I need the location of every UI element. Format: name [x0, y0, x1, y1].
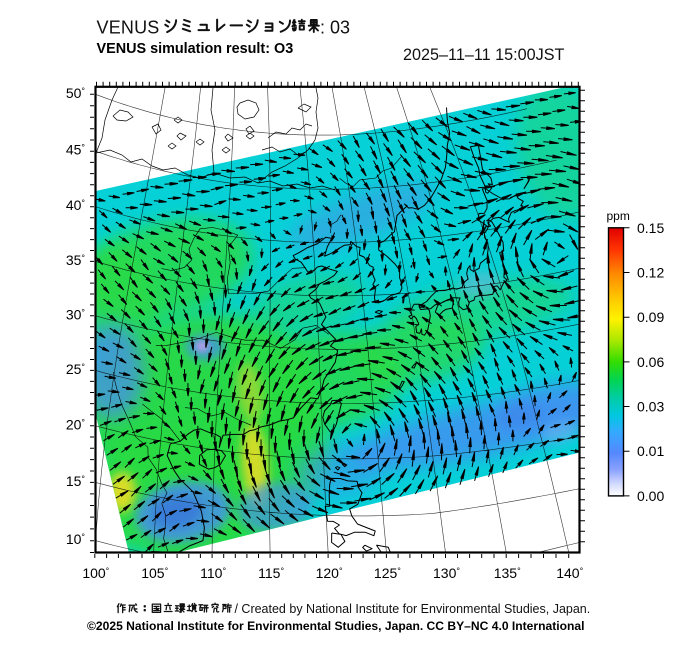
- svg-text:45°: 45°: [66, 142, 86, 158]
- svg-text:120°: 120°: [316, 565, 343, 581]
- svg-text:135°: 135°: [494, 565, 521, 581]
- svg-text:0.12: 0.12: [637, 265, 664, 281]
- svg-text:VENUS simulation result: O3: VENUS simulation result: O3: [97, 41, 294, 57]
- svg-text:0.15: 0.15: [637, 220, 664, 236]
- svg-text:110°: 110°: [200, 565, 226, 581]
- svg-text:35°: 35°: [66, 252, 86, 268]
- svg-text:0.00: 0.00: [637, 488, 664, 504]
- svg-text:VENUS: VENUS: [97, 18, 160, 38]
- svg-text:ppm: ppm: [607, 209, 630, 223]
- svg-text:15°: 15°: [66, 473, 86, 489]
- svg-text:40°: 40°: [66, 197, 86, 213]
- svg-text:30°: 30°: [66, 306, 86, 322]
- svg-text:0.09: 0.09: [637, 309, 664, 325]
- svg-text:100°: 100°: [82, 565, 109, 581]
- svg-text:130°: 130°: [433, 565, 460, 581]
- svg-text:125°: 125°: [374, 565, 401, 581]
- svg-text:25°: 25°: [66, 361, 86, 377]
- svg-text:140°: 140°: [556, 565, 583, 581]
- svg-text:0.06: 0.06: [637, 354, 664, 370]
- svg-text:: 03: : 03: [320, 18, 350, 38]
- svg-text:105°: 105°: [141, 565, 168, 581]
- svg-text:10°: 10°: [66, 531, 86, 547]
- svg-text:©2025 National Institute for E: ©2025 National Institute for Environment…: [87, 619, 584, 633]
- svg-text:115°: 115°: [258, 565, 284, 581]
- svg-text:/ Created by National Institut: / Created by National Institute for Envi…: [231, 602, 590, 616]
- svg-text:2025–11–11 15:00JST: 2025–11–11 15:00JST: [403, 46, 565, 64]
- svg-text:20°: 20°: [66, 416, 86, 432]
- svg-text:0.01: 0.01: [637, 443, 664, 459]
- svg-text:50°: 50°: [66, 85, 86, 101]
- svg-text:0.03: 0.03: [637, 399, 664, 415]
